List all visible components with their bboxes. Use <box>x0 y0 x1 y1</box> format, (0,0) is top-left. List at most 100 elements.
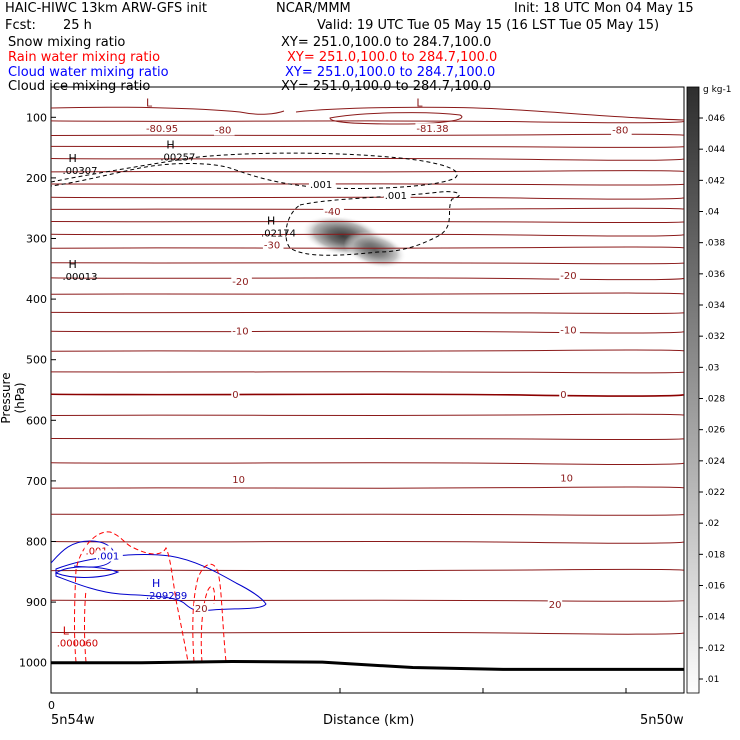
fcst-label: Fcst: <box>5 18 36 33</box>
x-left-label: 5n54w <box>51 713 95 728</box>
rain-water-contour <box>192 563 227 663</box>
colorbar-tick-label: .012 <box>705 644 725 654</box>
field-cloudwater-xy: XY= 251.0,100.0 to 284.7,100.0 <box>285 65 496 80</box>
y-tick-label: 400 <box>26 293 47 306</box>
isotherm-line <box>51 233 684 237</box>
extremum-value: .209289 <box>146 591 187 602</box>
temperature-label: 0 <box>232 390 238 401</box>
rain-water-contour <box>84 589 87 663</box>
isotherm-line <box>51 120 684 124</box>
temperature-label-bg <box>559 324 580 336</box>
colorbar-tick-label: .026 <box>705 426 725 436</box>
surface-pressure-line <box>51 659 684 671</box>
colorbar-tick-label: .02 <box>705 519 719 529</box>
colorbar-unit: g kg-1 <box>703 85 732 95</box>
contour-label: .001 <box>97 551 119 562</box>
extremum-marker: L <box>146 96 153 109</box>
isotherm-line <box>51 393 684 397</box>
isotherm-line <box>51 196 684 200</box>
colorbar-tick-label: .036 <box>705 270 725 280</box>
colorbar-tick-label: .044 <box>705 145 725 155</box>
temperature-label: -80.95 <box>146 124 178 135</box>
temperature-label-bg <box>231 325 252 337</box>
contour-label: .001 <box>385 191 407 202</box>
temperature-label-bg <box>559 472 574 484</box>
temperature-label-bg <box>144 123 185 135</box>
y-tick-label: 900 <box>26 596 47 609</box>
colorbar-tick-label: .042 <box>705 176 725 186</box>
colorbar-tick-label: .03 <box>705 363 719 373</box>
center-label: NCAR/MMM <box>276 1 351 16</box>
isotherm-closed-low <box>329 112 463 125</box>
isotherm-line <box>51 133 684 137</box>
model-title: HAIC-HIWC 13km ARW-GFS init <box>5 1 207 16</box>
temperature-label-bg <box>214 124 235 136</box>
temperature-label: 0 <box>560 390 566 401</box>
extremum-marker: H <box>166 139 174 152</box>
field-cloudwater-name: Cloud water mixing ratio <box>8 65 169 80</box>
temperature-label: -10 <box>232 327 248 338</box>
contour-label-bg <box>383 189 411 201</box>
temperature-label-bg <box>415 123 455 135</box>
isotherm-line <box>51 349 684 352</box>
colorbar-tick-label: .028 <box>705 395 725 405</box>
colorbar-tick-label: .024 <box>705 457 725 467</box>
isotherm-line <box>51 157 684 161</box>
plot-frame <box>50 86 685 694</box>
isotherm-line <box>51 631 684 635</box>
extremum-marker: H <box>69 152 77 165</box>
isotherm-line <box>51 311 684 314</box>
contour-label: .001 <box>310 180 332 191</box>
temperature-label-bg <box>559 269 580 281</box>
y-tick-label: 600 <box>26 414 47 427</box>
y-axis-ticks: 100 200 300 400 500 600 700 800 900 1000 <box>19 111 56 670</box>
temperature-label-bg <box>559 389 568 401</box>
extremum-value: .000060 <box>57 639 98 650</box>
colorbar-tick-label: .016 <box>705 582 725 592</box>
isotherm-line <box>51 540 684 544</box>
temperature-label-bg <box>323 206 344 218</box>
isotherm-line <box>51 599 684 602</box>
extremum-value: .00257 <box>160 153 195 164</box>
temperature-label-bg <box>262 239 284 251</box>
temperature-label: -10 <box>560 325 576 336</box>
isotherm-line <box>51 486 684 489</box>
temperature-label-bg <box>193 603 209 615</box>
isotherm-line <box>51 513 684 516</box>
isotherm-line <box>51 262 684 265</box>
temperature-label: -20 <box>232 277 248 288</box>
rain-water-contour <box>74 531 189 663</box>
temperature-label-bg <box>231 389 240 401</box>
extremum-value: .00013 <box>63 272 98 283</box>
isotherm-line <box>51 246 684 249</box>
y-tick-label: 500 <box>26 354 47 367</box>
temperature-label: -30 <box>264 241 280 252</box>
isotherm-line <box>51 277 684 281</box>
isotherm-line <box>51 170 684 173</box>
temperature-label: 20 <box>549 600 562 611</box>
fcst-value: 25 h <box>63 18 92 33</box>
y-tick-label: 700 <box>26 475 47 488</box>
isotherm-line <box>51 371 684 374</box>
temperature-label-bg <box>231 275 252 287</box>
temperature-label: -20 <box>560 271 576 282</box>
x-axis-title: Distance (km) <box>323 713 415 728</box>
extremum-marker: L <box>416 96 423 109</box>
colorbar: .046 .044 .042 .04 .038 .036 .034 .032 .03 .028 .0… <box>686 86 725 694</box>
y-tick-label: 800 <box>26 536 47 549</box>
colorbar-tick-label: .01 <box>705 675 719 685</box>
colorbar-tick-label: .032 <box>705 332 725 342</box>
extremum-value: .00307 <box>63 166 98 177</box>
cloud-water-contour <box>54 566 120 578</box>
colorbar-gradient <box>686 86 700 694</box>
field-rain-xy: XY= 251.0,100.0 to 284.7,100.0 <box>287 50 498 65</box>
temperature-label: -81.38 <box>416 124 448 135</box>
y-axis-title: Pressure (hPa) <box>0 372 27 424</box>
isotherm-line <box>51 207 684 210</box>
contour-label-bg <box>96 550 123 562</box>
extremum-marker: H <box>152 577 160 590</box>
field-rain-name: Rain water mixing ratio <box>8 50 161 65</box>
colorbar-tick-label: .018 <box>705 550 725 560</box>
isotherm-line <box>51 437 684 440</box>
extremum-marker: H <box>69 258 77 271</box>
